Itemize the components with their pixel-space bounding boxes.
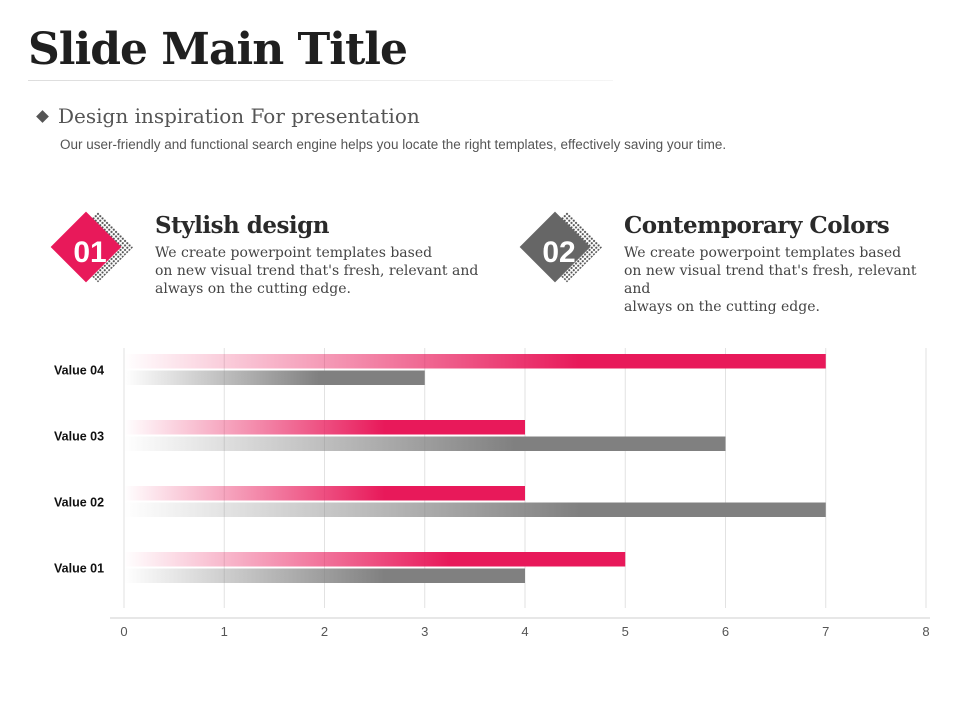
feature-text: We create powerpoint templates based on … <box>624 244 944 316</box>
feature-text-line: on new visual trend that's fresh, releva… <box>624 263 917 279</box>
feature-heading: Contemporary Colors <box>624 212 890 239</box>
bar <box>124 502 826 517</box>
x-tick-label: 3 <box>421 624 428 639</box>
category-label: Value 02 <box>54 496 104 510</box>
description-text: Our user-friendly and functional search … <box>60 137 727 152</box>
bar <box>124 354 826 369</box>
badge-number: 02 <box>542 236 576 269</box>
feature-text: We create powerpoint templates based on … <box>155 244 479 298</box>
bar <box>124 486 525 501</box>
x-tick-label: 4 <box>521 624 528 639</box>
bar <box>124 436 726 451</box>
x-tick-label: 8 <box>922 624 929 639</box>
bar <box>124 370 425 385</box>
x-tick-label: 7 <box>822 624 829 639</box>
feature-text-line: always on the cutting edge. <box>624 299 820 315</box>
x-tick-label: 1 <box>221 624 228 639</box>
x-tick-label: 6 <box>722 624 729 639</box>
category-label: Value 01 <box>54 562 104 576</box>
category-label: Value 03 <box>54 430 104 444</box>
slide-title: Slide Main Title <box>28 24 408 75</box>
number-badge: 02 <box>519 211 606 298</box>
title-divider <box>28 80 613 81</box>
feature-text-line: We create powerpoint templates based <box>155 245 433 261</box>
x-tick-label: 5 <box>622 624 629 639</box>
number-badge: 01 <box>50 211 137 298</box>
x-tick-label: 2 <box>321 624 328 639</box>
bar-chart: 0 1 2 3 4 5 6 7 8 Value 04 Value 03 Value 02 Value 0… <box>54 348 930 639</box>
feature-heading: Stylish design <box>155 212 329 239</box>
diamond-bullet-icon <box>36 109 49 123</box>
badge-number: 01 <box>73 236 107 269</box>
subtitle-row: Design inspiration For presentation <box>36 104 420 128</box>
bar <box>124 552 626 567</box>
category-label: Value 04 <box>54 364 104 378</box>
bar <box>124 568 525 583</box>
feature-text-line: We create powerpoint templates based <box>624 245 902 261</box>
feature-text-line: always on the cutting edge. <box>155 281 351 297</box>
subtitle: Design inspiration For presentation <box>58 104 420 128</box>
bar <box>124 420 525 435</box>
feature-text-line: on new visual trend that's fresh, releva… <box>155 263 479 279</box>
x-tick-label: 0 <box>120 624 127 639</box>
feature-text-line: and <box>624 281 651 297</box>
